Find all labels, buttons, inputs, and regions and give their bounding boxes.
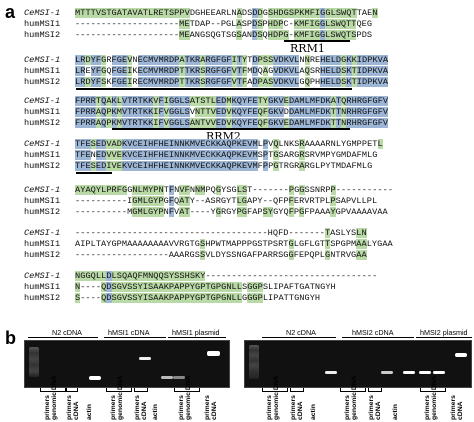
lane-label: actin [86, 404, 93, 420]
dna-band [173, 376, 185, 379]
panel-b-label: b [5, 328, 16, 348]
gel2-group-label: N2 cDNA [286, 328, 316, 337]
alignment-row: CeMSI-1 NGGQLLDLSQAQFMNQQSYSSHSKY--------… [24, 271, 378, 281]
lane-bracket [106, 388, 132, 392]
alignment-row: CeMSI-1 FPRRTQAKLVTRTKKVFIGGLSATSTLEDMKQY… [24, 96, 389, 106]
gel2-group-underline [416, 337, 472, 338]
lane-bracket [290, 388, 304, 392]
lane-label: primers cDNA [204, 395, 218, 420]
lane-label: primers cDNA [290, 395, 304, 420]
rrm2-bar-continued [76, 172, 112, 174]
alignment-row: CeMSI-1 ---------------------------------… [24, 228, 367, 238]
alignment-row: humMSI1 --------------------METDAP--PGLAS… [24, 19, 373, 29]
lane-bracket [368, 388, 382, 392]
gel-image-2 [244, 340, 472, 388]
alignment-row: humMSI2 ------------------AAARGSSVLDYSSNG… [24, 250, 367, 260]
alignment-row: humMSI2 S----QDSGVSSYISAAKPAPPYGPTGPGNLLG… [24, 293, 321, 303]
lane-label: primers genomic DNA [344, 375, 358, 420]
rrm2-bar [112, 128, 350, 130]
gel1-group-underline [104, 337, 166, 338]
alignment-block-5: CeMSI-1 AYAQYLPRFGGNLMYPNTFNVFNNMPQGYSGLS… [24, 185, 393, 218]
alignment-block-7: CeMSI-1 NGGQLLDLSQAQFMNQQSYSSHSKY--------… [24, 271, 377, 304]
alignment-block-3: CeMSI-1 FPRRTQAKLVTRTKKVFIGGLSATSTLEDMKQY… [24, 96, 389, 129]
gel1-group-underline [28, 337, 98, 338]
lane-bracket [262, 388, 288, 392]
lane-label: actin [310, 404, 317, 420]
dna-band [403, 371, 415, 374]
alignment-row: humMSI1 LREYFGQFGEIKECMVMRDPTTKRSRGFGFVTF… [24, 66, 389, 76]
lane-bracket [66, 388, 78, 392]
dna-band [161, 376, 173, 379]
alignment-row: CeMSI-1 MTTTVSTGATAVATLRETSPPVDGHEEARLNAD… [24, 8, 378, 18]
alignment-row: humMSI1 N----QDSGVSSYISAAKPAPPYGPTGPGNLLS… [24, 282, 336, 292]
gel-image-1 [24, 340, 230, 388]
alignment-row: humMSI2 LRDYFSKFGEIRECMVMRDPTTKRSRGFGFVTF… [24, 77, 389, 87]
lane-bracket [40, 388, 66, 392]
alignment-block-6: CeMSI-1 ---------------------------------… [24, 228, 393, 261]
rrm1-bar [284, 40, 350, 42]
alignment-block-4: CeMSI-1 TFESEDVADKVCEIHFHEINNKMVECKKAQPKE… [24, 139, 383, 172]
lane-label: primers cDNA [66, 395, 80, 420]
dna-band [89, 376, 101, 380]
alignment-row: humMSI1 TFENEDVVEKVCEIHFHEINNKMVECKKAQPKE… [24, 150, 378, 160]
lane-label: primers genomic DNA [266, 375, 280, 420]
gel1-group-label: hMSI1 plasmid [172, 328, 220, 337]
dna-band [139, 357, 151, 360]
gel2-group-underline [342, 337, 414, 338]
lane-label: primers genomic DNA [44, 375, 58, 420]
gel1-group-label: N2 cDNA [52, 328, 82, 337]
lane-label: primers cDNA [134, 395, 148, 420]
ladder-band [249, 345, 259, 379]
lane-label: primers cDNA [450, 395, 464, 420]
alignment-row: humMSI2 TFESEDIVEKVCEIHFHEINNKMVECKKAQPKE… [24, 161, 373, 171]
rrm1-bar-continued [76, 88, 352, 90]
gel2-group-label: hMSI2 plasmid [420, 328, 468, 337]
alignment-row: humMSI2 --------------------MEANGSQGTSGSA… [24, 30, 373, 40]
lane-bracket [134, 388, 148, 392]
gel2-group-underline [262, 337, 336, 338]
alignment-row: humMSI1 FPRRAQPKMVTRTKKIFVGGLSVNTTVEDVKQY… [24, 107, 389, 117]
alignment-row: CeMSI-1 AYAQYLPRFGGNLMYPNTFNVFNNMPQGYSGLS… [24, 185, 394, 195]
ladder-band [29, 347, 39, 377]
dna-band [455, 353, 467, 357]
dna-band [207, 351, 220, 356]
dna-band [381, 371, 393, 374]
lane-label: primers genomic DNA [178, 375, 192, 420]
alignment-block-2: CeMSI-1 LRDYFGRFGEVNECMVMRDPATKRARGFGFITY… [24, 55, 389, 88]
lane-bracket [420, 388, 446, 392]
alignment-row: humMSI1 AIPLTAYGPMAAAAAAAAVVRGTGSHPWTMAPP… [24, 239, 393, 249]
alignment-block-1: CeMSI-1 MTTTVSTGATAVATLRETSPPVDGHEEARLNAD… [24, 8, 378, 41]
gel1-group-underline [168, 337, 226, 338]
alignment-row: humMSI2 FPRRAQPKMVTRTKKIFVGGLSANTVVEDVKQY… [24, 118, 389, 128]
gel1-group-label: hMSI1 cDNA [108, 328, 150, 337]
lane-bracket [340, 388, 366, 392]
alignment-row: CeMSI-1 LRDYFGRFGEVNECMVMRDPATKRARGFGFITY… [24, 55, 389, 65]
dna-band [325, 371, 337, 374]
lane-label: actin [392, 404, 399, 420]
alignment-row: CeMSI-1 TFESEDVADKVCEIHFHEINNKMVECKKAQPKE… [24, 139, 383, 149]
lane-label: actin [152, 404, 159, 420]
dna-band [419, 371, 431, 374]
lane-label: primers genomic DNA [110, 375, 124, 420]
alignment-row: humMSI1 ----------IGMLGYPGFQATY--ASRGYTLG… [24, 196, 378, 206]
rrm1-label: RRM1 [290, 42, 325, 55]
panel-a-label: a [5, 2, 16, 22]
alignment-row: humMSI2 ----------MGMLGYPNFVAT----YGRGYPG… [24, 207, 388, 217]
lane-label: primers cDNA [368, 395, 382, 420]
gel2-group-label: hMSI2 cDNA [352, 328, 394, 337]
lane-label: primers genomic DNA [424, 375, 438, 420]
dna-band [433, 371, 445, 374]
lane-bracket [174, 388, 200, 392]
